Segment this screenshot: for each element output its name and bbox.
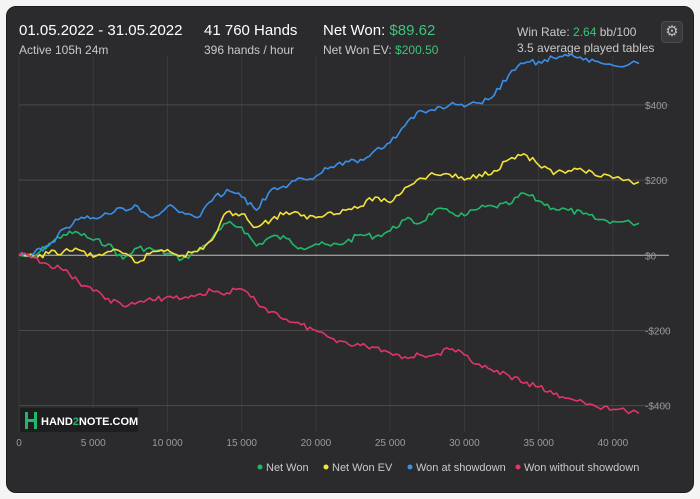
x-tick-label: 40 000 <box>598 438 629 449</box>
legend-marker <box>257 464 263 470</box>
legend-item[interactable]: Net Won EV <box>323 462 393 474</box>
settings-button[interactable]: ⚙ <box>661 21 683 43</box>
x-tick-label: 35 000 <box>523 438 554 449</box>
logo-background <box>20 408 138 432</box>
y-tick-label: -$400 <box>645 402 671 413</box>
series-line-won-at-showdown <box>18 53 640 257</box>
net-won-ev-label: Net Won EV: <box>323 43 392 57</box>
x-axis-labels: 0 5 000 10 000 15 000 20 000 25 000 30 000 35 0… <box>16 438 628 449</box>
win-rate-unit: bb/100 <box>599 25 637 39</box>
series-line-net-won <box>18 192 640 262</box>
x-tick-label: 20 000 <box>301 438 332 449</box>
win-rate-value: 2.64 <box>573 25 597 39</box>
gear-icon: ⚙ <box>665 23 679 40</box>
y-tick-label: $400 <box>645 101 668 112</box>
hands-rate: 396 hands / hour <box>204 43 295 57</box>
legend-marker <box>323 464 329 470</box>
legend-marker <box>407 464 413 470</box>
legend-item[interactable]: Net Won <box>257 462 309 474</box>
legend-label: Net Won EV <box>332 462 393 474</box>
legend-label: Won without showdown <box>524 462 639 474</box>
y-tick-label: $200 <box>645 176 668 187</box>
net-won-label: Net Won: <box>323 22 386 39</box>
legend-item[interactable]: Won without showdown <box>515 462 640 474</box>
net-won-ev: Net Won EV: $200.50 <box>323 43 438 57</box>
x-tick-label: 30 000 <box>449 438 480 449</box>
series-line-net-won-ev <box>18 153 640 264</box>
date-range: 01.05.2022 - 31.05.2022 <box>19 22 183 39</box>
h-logo-icon <box>25 412 37 429</box>
legend-marker <box>515 464 521 470</box>
x-tick-label: 15 000 <box>226 438 257 449</box>
legend: Net Won Net Won EV Won at showdown Won with… <box>257 462 640 474</box>
series-layer <box>18 53 640 415</box>
x-tick-label: 10 000 <box>152 438 183 449</box>
legend-item[interactable]: Won at showdown <box>407 462 506 474</box>
net-won-value: $89.62 <box>389 22 436 39</box>
win-rate-label: Win Rate: <box>517 25 570 39</box>
hand2note-logo: HAND2NOTE.COM <box>20 408 138 432</box>
legend-label: Net Won <box>266 462 309 474</box>
win-rate: Win Rate: 2.64 bb/100 <box>517 25 636 39</box>
series-line-won-without-showdown <box>18 252 640 415</box>
y-tick-label: $0 <box>645 251 657 262</box>
active-time: Active 105h 24m <box>19 43 109 57</box>
net-won-ev-value: $200.50 <box>395 43 439 57</box>
net-won: Net Won: $89.62 <box>323 22 435 39</box>
logo-text: HAND2NOTE.COM <box>41 416 138 428</box>
average-tables: 3.5 average played tables <box>517 41 655 55</box>
hands-count: 41 760 Hands <box>204 22 298 39</box>
x-tick-label: 0 <box>16 438 22 449</box>
legend-label: Won at showdown <box>416 462 506 474</box>
y-tick-label: -$200 <box>645 326 671 337</box>
y-axis-labels: $400 $200 $0 -$200 -$400 <box>645 101 671 413</box>
x-tick-label: 25 000 <box>375 438 406 449</box>
x-tick-label: 5 000 <box>81 438 106 449</box>
